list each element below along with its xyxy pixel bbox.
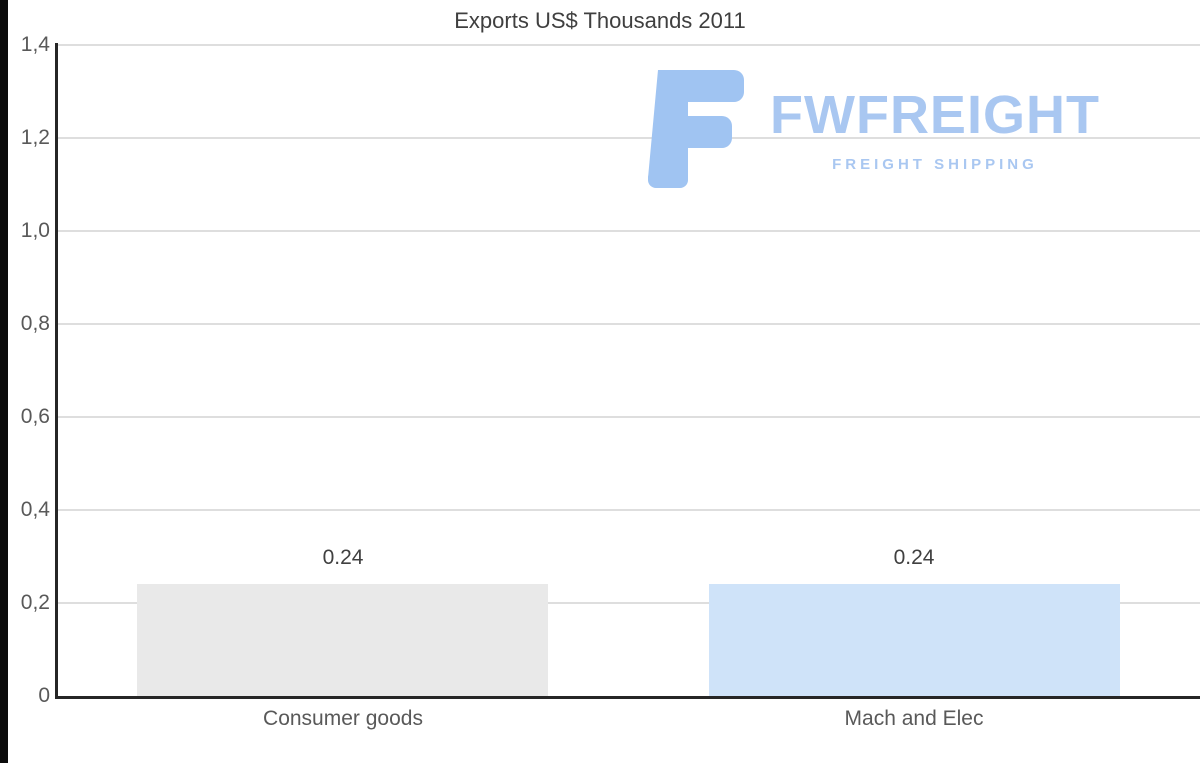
x-axis-line <box>55 696 1200 699</box>
gridline <box>57 509 1200 511</box>
bar-consumer-goods <box>137 584 548 696</box>
logo-brand-text: FWFREIGHT <box>770 85 1100 145</box>
fwfreight-logo-text: FWFREIGHT FREIGHT SHIPPING <box>770 70 1100 173</box>
bar-mach-and-elec <box>709 584 1120 696</box>
chart-title: Exports US$ Thousands 2011 <box>454 8 746 33</box>
y-tick-label: 0,8 <box>20 312 50 335</box>
gridline <box>57 602 1200 604</box>
y-tick-label: 0,6 <box>20 405 50 428</box>
bar-value-label: 0.24 <box>322 546 364 569</box>
y-axis-line <box>55 43 58 699</box>
y-tick-label: 0,4 <box>20 498 50 521</box>
y-tick-label: 1,4 <box>20 33 50 56</box>
left-edge-strip <box>0 0 8 763</box>
y-tick-label: 0 <box>38 684 50 707</box>
gridline <box>57 416 1200 418</box>
x-category-label: Mach and Elec <box>844 707 984 730</box>
y-tick-label: 0,2 <box>20 591 50 614</box>
gridline <box>57 323 1200 325</box>
gridline <box>57 137 1200 139</box>
gridline <box>57 230 1200 232</box>
fwfreight-logo-icon <box>648 70 744 188</box>
logo-tagline-text: FREIGHT SHIPPING <box>832 156 1038 173</box>
fwfreight-logo: FWFREIGHT FREIGHT SHIPPING <box>648 70 1100 188</box>
x-category-label: Consumer goods <box>263 707 423 730</box>
y-tick-label: 1,0 <box>20 219 50 242</box>
bar-value-label: 0.24 <box>893 546 935 569</box>
gridline <box>57 44 1200 46</box>
y-tick-label: 1,2 <box>20 126 50 149</box>
